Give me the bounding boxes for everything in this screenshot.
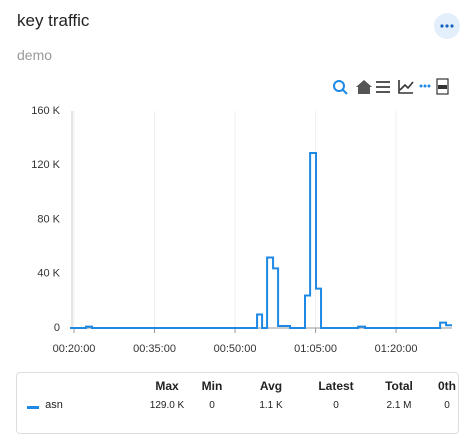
legend-label: asn: [45, 399, 63, 411]
x-tick-label: 00:35:00: [133, 343, 176, 355]
y-tick-label: 80 K: [37, 213, 60, 225]
table-cell: 0: [444, 400, 450, 411]
zoom-icon[interactable]: [333, 80, 348, 95]
column-header: Max: [155, 379, 179, 393]
widget-title: key traffic: [17, 11, 90, 30]
menu-button[interactable]: [434, 13, 460, 39]
dots-icon[interactable]: [419, 84, 431, 88]
y-tick-label: 0: [54, 322, 60, 334]
y-tick-label: 160 K: [31, 105, 60, 117]
home-icon[interactable]: [356, 80, 372, 94]
table-cell: 0: [209, 400, 215, 411]
summary-table: asn Max Min Avg Latest Total 0th 129.0 K 0 1.1 K…: [16, 372, 459, 434]
table-cell: 1.1 K: [259, 400, 283, 411]
menu-icon: [440, 24, 454, 28]
column-header: Total: [385, 379, 413, 393]
widget-subtitle: demo: [17, 47, 53, 63]
column-header: Avg: [259, 379, 283, 393]
trend-icon[interactable]: [398, 80, 414, 94]
column-header: Latest: [318, 379, 354, 393]
column-header: Min: [201, 379, 223, 393]
table-cell: 0: [333, 400, 339, 411]
table-cell: 129.0 K: [149, 400, 185, 411]
x-tick-label: 00:20:00: [53, 343, 96, 355]
x-tick-label: 01:05:00: [294, 343, 337, 355]
legend-swatch: [27, 406, 39, 409]
series-line: [70, 152, 452, 329]
x-tick-label: 01:20:00: [375, 343, 418, 355]
pdf-icon[interactable]: [436, 78, 449, 95]
x-tick-label: 00:50:00: [214, 343, 257, 355]
chart: 0 40 K 80 K 120 K 160 K 00:20:00 00:35:00 00:50…: [31, 78, 452, 355]
column-header: 0th: [438, 379, 456, 393]
y-tick-label: 40 K: [37, 268, 60, 280]
toolbar: [333, 78, 449, 95]
y-tick-label: 120 K: [31, 159, 60, 171]
menu-lines-icon[interactable]: [376, 81, 390, 93]
table-cell: 2.1 M: [386, 400, 412, 411]
